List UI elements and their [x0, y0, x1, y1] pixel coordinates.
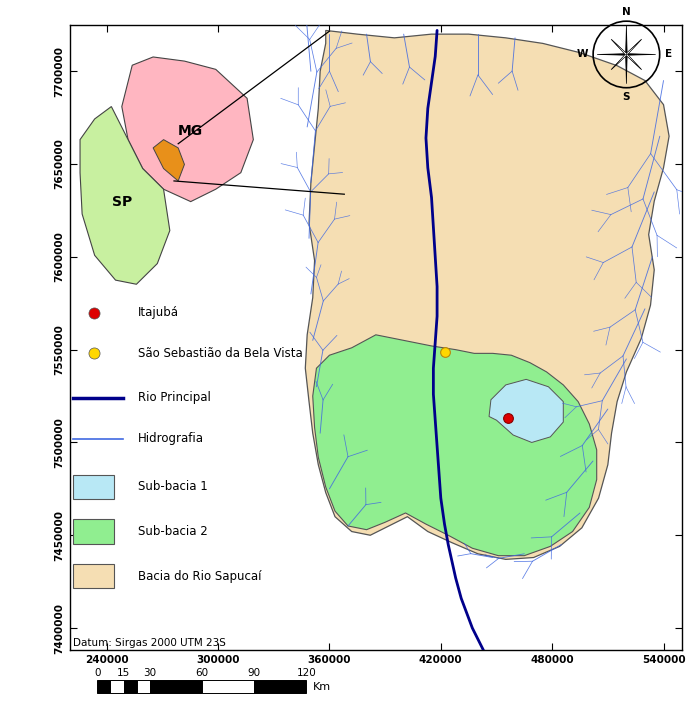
Polygon shape	[626, 25, 627, 54]
Polygon shape	[626, 54, 642, 70]
Text: 0: 0	[94, 669, 101, 678]
Text: Km: Km	[313, 682, 331, 692]
Polygon shape	[597, 54, 626, 55]
Polygon shape	[626, 54, 656, 55]
Text: E: E	[665, 49, 672, 60]
Bar	[73, 475, 114, 499]
Text: MG: MG	[178, 124, 203, 139]
Bar	[254, 680, 306, 693]
Text: Sub-bacia 2: Sub-bacia 2	[139, 525, 208, 538]
Text: Bacia do Rio Sapucaí: Bacia do Rio Sapucaí	[139, 570, 262, 582]
Polygon shape	[489, 380, 563, 442]
Text: 90: 90	[248, 669, 260, 678]
Polygon shape	[612, 54, 627, 69]
Polygon shape	[313, 335, 596, 555]
Text: Datum: Sirgas 2000 UTM 23S: Datum: Sirgas 2000 UTM 23S	[73, 638, 226, 648]
Text: 60: 60	[196, 669, 208, 678]
Text: Rio Principal: Rio Principal	[139, 391, 211, 404]
Polygon shape	[80, 107, 170, 285]
Text: N: N	[622, 7, 631, 17]
Text: São Sebastião da Bela Vista: São Sebastião da Bela Vista	[139, 347, 303, 360]
Text: S: S	[623, 91, 630, 102]
Bar	[73, 520, 114, 544]
Polygon shape	[626, 54, 627, 83]
Polygon shape	[626, 39, 642, 55]
Polygon shape	[122, 57, 253, 202]
Text: Sub-bacia 1: Sub-bacia 1	[139, 481, 208, 494]
Bar	[97, 680, 111, 693]
Bar	[202, 680, 254, 693]
Text: Hidrografia: Hidrografia	[139, 432, 204, 445]
Bar	[124, 680, 136, 693]
Bar	[136, 680, 150, 693]
Text: 30: 30	[143, 669, 156, 678]
Bar	[150, 680, 202, 693]
Text: W: W	[576, 49, 588, 60]
Bar	[111, 680, 124, 693]
Polygon shape	[626, 54, 641, 69]
Polygon shape	[153, 139, 184, 181]
Text: 120: 120	[296, 669, 316, 678]
Polygon shape	[626, 40, 641, 55]
Polygon shape	[611, 54, 627, 70]
Bar	[73, 564, 114, 588]
Text: Itajubá: Itajubá	[139, 306, 180, 319]
Text: SP: SP	[111, 195, 132, 208]
Polygon shape	[306, 30, 669, 559]
Text: 15: 15	[117, 669, 130, 678]
Polygon shape	[612, 40, 627, 55]
Polygon shape	[611, 39, 627, 55]
